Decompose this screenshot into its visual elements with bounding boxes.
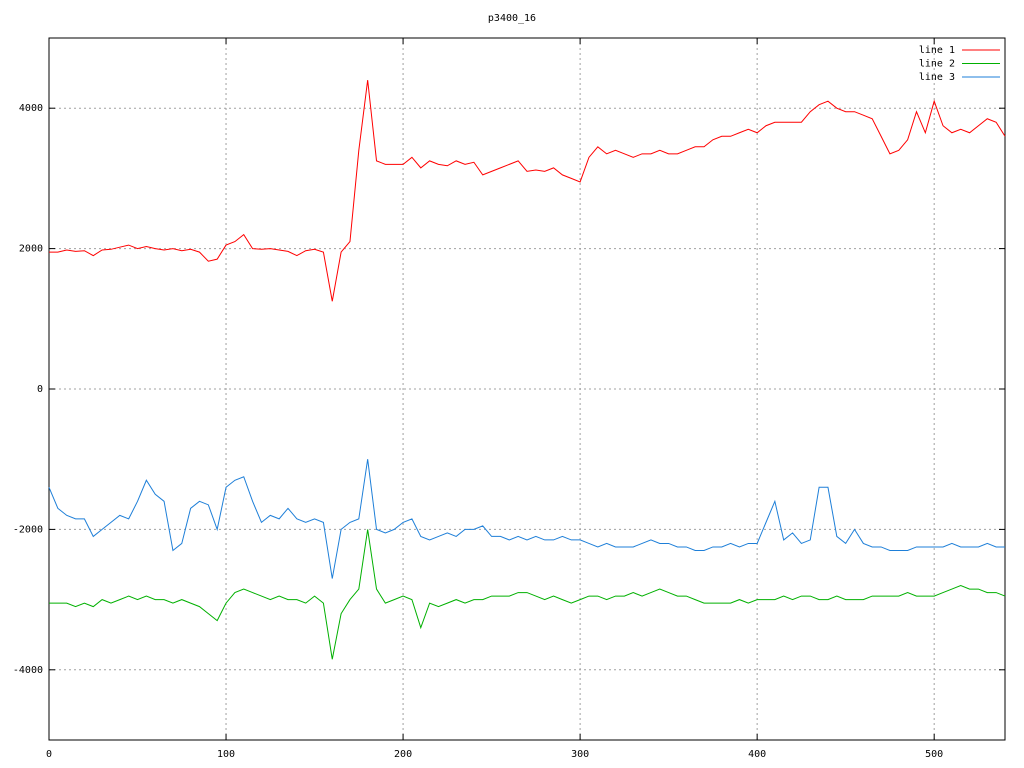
x-tick-label: 300	[571, 749, 589, 760]
series-line	[48, 459, 1005, 579]
x-tick-label: 200	[394, 749, 412, 760]
x-tick-label: 500	[925, 749, 943, 760]
y-tick-label: -4000	[13, 665, 43, 676]
y-tick-label: 2000	[19, 244, 43, 255]
y-tick-label: 4000	[19, 103, 43, 114]
y-tick-label: -2000	[13, 524, 43, 535]
legend-label: line 3	[919, 72, 955, 83]
legend-label: line 1	[919, 45, 955, 56]
plot-frame	[48, 37, 1006, 741]
series-line	[49, 80, 1006, 302]
legend-label: line 2	[919, 59, 955, 70]
series-line	[49, 529, 1006, 660]
x-tick-label: 0	[46, 749, 52, 760]
x-tick-label: 100	[217, 749, 235, 760]
x-tick-label: 400	[748, 749, 766, 760]
chart-title: p3400_16	[488, 13, 536, 24]
y-tick-label: 0	[37, 384, 43, 395]
